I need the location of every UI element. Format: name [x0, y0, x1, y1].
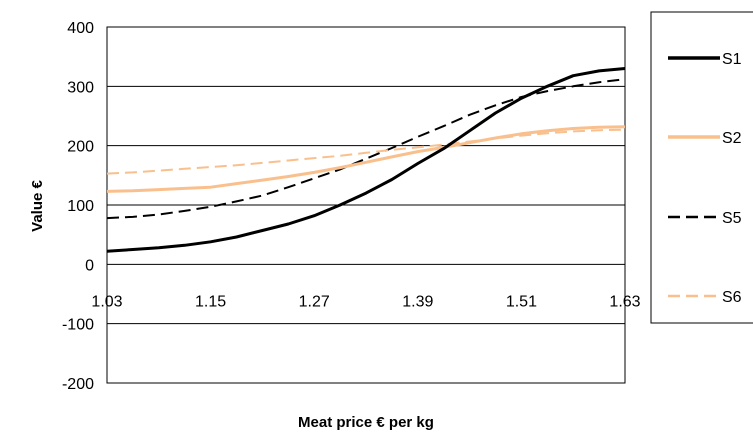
- y-tick-label: -100: [62, 317, 94, 334]
- y-tick-label: 100: [67, 198, 94, 215]
- legend-box: [650, 11, 753, 324]
- legend-label-s1: S1: [722, 51, 742, 68]
- series-line-s5: [106, 78, 626, 220]
- legend: S1 S2 S5 S6: [668, 51, 742, 306]
- y-tick-label: 0: [85, 257, 94, 274]
- y-tick-label: 200: [67, 139, 94, 156]
- series-line-s1: [106, 67, 626, 253]
- x-tick-label: 1.27: [299, 293, 330, 310]
- series-lines: [106, 67, 626, 253]
- x-tick-label: 1.63: [609, 293, 640, 310]
- legend-label-s6: S6: [722, 289, 742, 306]
- x-axis-label: Meat price € per kg: [298, 414, 434, 431]
- legend-label-s5: S5: [722, 210, 742, 227]
- series-line-s2: [106, 125, 626, 193]
- y-axis-ticks: 400 300 200 100 0 -100 -200: [62, 20, 94, 393]
- series-line-s6: [106, 128, 626, 175]
- x-tick-label: 1.51: [506, 293, 537, 310]
- plot-area-border: [106, 26, 626, 384]
- x-tick-label: 1.03: [91, 293, 122, 310]
- y-tick-label: 300: [67, 79, 94, 96]
- legend-label-s2: S2: [722, 130, 742, 147]
- x-axis-ticks: 1.03 1.15 1.27 1.39 1.51 1.63: [91, 293, 640, 310]
- x-tick-label: 1.39: [402, 293, 433, 310]
- y-tick-label: -200: [62, 376, 94, 393]
- y-tick-label: 400: [67, 20, 94, 37]
- y-axis-label: Value €: [29, 179, 46, 231]
- x-tick-label: 1.15: [195, 293, 226, 310]
- gridlines: [107, 85, 625, 325]
